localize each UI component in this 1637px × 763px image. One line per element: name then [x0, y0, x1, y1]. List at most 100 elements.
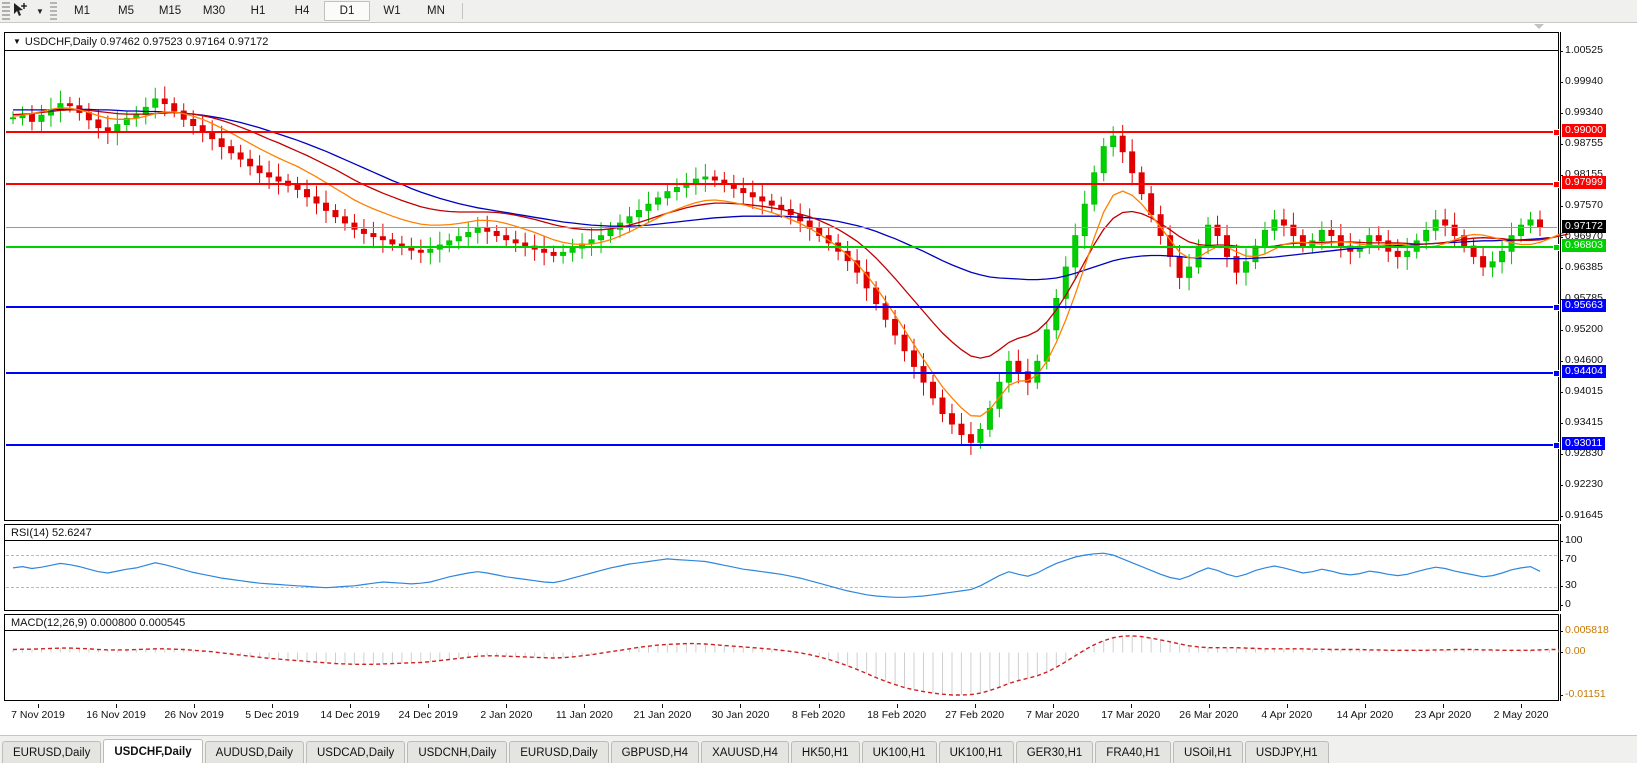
date-tick [428, 704, 430, 708]
symbol-tab-uk100-h1[interactable]: UK100,H1 [861, 741, 937, 763]
date-label: 14 Dec 2019 [320, 709, 380, 721]
level-handle-0-99000[interactable] [1553, 128, 1560, 136]
rsi-plot [12, 552, 1541, 598]
timeframe-m1[interactable]: M1 [74, 5, 90, 17]
rsi-pane[interactable]: RSI(14) 52.6247 [4, 524, 1559, 611]
timeframe-m15[interactable]: M15 [158, 5, 182, 17]
timeframe-h1[interactable]: H1 [250, 5, 266, 17]
macd-pane[interactable]: MACD(12,26,9) 0.000800 0.000545 [4, 614, 1560, 701]
price-tag-0-96803[interactable]: 0.96803 [1562, 238, 1606, 252]
chart-area: ▼ USDCHF,Daily 0.97462 0.97523 0.97164 0.… [0, 23, 1637, 721]
symbol-tab-usdchf-daily[interactable]: USDCHF,Daily [103, 739, 203, 763]
price-pane[interactable]: ▼ USDCHF,Daily 0.97462 0.97523 0.97164 0.… [4, 32, 1569, 521]
date-tick [1364, 704, 1366, 708]
symbol-tab-fra40-h1[interactable]: FRA40,H1 [1095, 741, 1171, 763]
date-label: 2 May 2020 [1493, 709, 1549, 721]
macd-pane-title: MACD(12,26,9) 0.000800 0.000545 [11, 617, 186, 629]
level-line-0-99000[interactable] [6, 128, 1560, 136]
date-label: 26 Mar 2020 [1179, 709, 1239, 721]
date-tick [1521, 704, 1522, 708]
date-tick [272, 704, 274, 708]
symbol-tab-ger30-h1[interactable]: GER30,H1 [1015, 741, 1094, 763]
level-handle-0-95663[interactable] [1553, 303, 1560, 311]
date-tick [584, 704, 586, 708]
level-line-0-94404[interactable] [6, 369, 1560, 377]
symbol-tab-usdcnh-daily[interactable]: USDCNH,Daily [407, 741, 508, 763]
rsi-axis-line [1560, 524, 1561, 611]
symbol-tab-gbpusd-h4[interactable]: GBPUSD,H4 [610, 741, 700, 763]
price-tag-0-94404[interactable]: 0.94404 [1562, 364, 1606, 378]
date-label: 7 Mar 2020 [1026, 709, 1080, 721]
price-plot [10, 86, 1569, 455]
date-tick [662, 704, 664, 708]
symbol-tab-usdcad-daily[interactable]: USDCAD,Daily [305, 741, 406, 763]
date-label: 7 Nov 2019 [11, 709, 65, 721]
level-line-0-93011[interactable] [6, 442, 1560, 450]
rsi-level-70 [6, 555, 1557, 556]
symbol-tab-eurusd-daily[interactable]: EURUSD,Daily [509, 741, 609, 763]
symbol-tab-usoil-h1[interactable]: USOil,H1 [1172, 741, 1243, 763]
date-label: 23 Apr 2020 [1414, 709, 1472, 721]
date-tick [350, 704, 352, 708]
symbol-tab-uk100-h1[interactable]: UK100,H1 [938, 741, 1014, 763]
toolbar-separator [50, 2, 57, 20]
date-label: 18 Feb 2020 [867, 709, 927, 721]
toolbar-grip[interactable] [2, 2, 10, 20]
level-line-0-97999[interactable] [6, 181, 1560, 189]
price-tag-0-97172[interactable]: 0.97172 [1562, 219, 1606, 233]
symbol-tab-usdjpy-h1[interactable]: USDJPY,H1 [1244, 741, 1329, 763]
date-label: 8 Feb 2020 [791, 709, 846, 721]
timeframe-m5[interactable]: M5 [118, 5, 134, 17]
level-handle-0-97999[interactable] [1553, 181, 1560, 189]
symbol-tab-eurusd-daily[interactable]: EURUSD,Daily [2, 741, 102, 763]
level-line-0-95663[interactable] [6, 303, 1560, 311]
chart-panes: ▼ USDCHF,Daily 0.97462 0.97523 0.97164 0.… [4, 32, 1633, 704]
date-label: 24 Dec 2019 [398, 709, 459, 721]
crosshair-cursor-icon[interactable] [11, 1, 33, 21]
date-tick [1208, 704, 1210, 708]
date-label: 17 Mar 2020 [1101, 709, 1161, 721]
timeframe-toolbar: ▼ M1 M5 M15 M30 H1 H4 D1 W1 MN [0, 0, 1637, 23]
date-label: 4 Apr 2020 [1261, 709, 1313, 721]
date-label: 11 Jan 2020 [555, 709, 613, 721]
symbol-tab-hk50-h1[interactable]: HK50,H1 [790, 741, 860, 763]
date-tick [974, 704, 976, 708]
last-price-line [6, 226, 1557, 228]
date-label: 14 Apr 2020 [1336, 709, 1394, 721]
level-handle-0-93011[interactable] [1553, 442, 1560, 450]
level-handle-0-96803[interactable] [1553, 243, 1560, 251]
timeframe-h4[interactable]: H4 [294, 5, 310, 17]
level-line-0-96803[interactable] [6, 243, 1560, 251]
price-tag-0-95663[interactable]: 0.95663 [1562, 298, 1606, 312]
macd-axis-line [1560, 614, 1561, 701]
symbol-tab-audusd-daily[interactable]: AUDUSD,Daily [204, 741, 304, 763]
rsi-pane-title: RSI(14) 52.6247 [11, 527, 92, 539]
symbol-tabs-bar: EURUSD,Daily USDCHF,Daily AUDUSD,Daily USDC… [0, 735, 1637, 763]
date-label: 26 Nov 2019 [164, 709, 224, 721]
date-tick [116, 704, 118, 708]
date-label: 30 Jan 2020 [711, 709, 770, 721]
price-tag-0-93011[interactable]: 0.93011 [1562, 437, 1606, 451]
price-tag-0-99000[interactable]: 0.99000 [1562, 123, 1606, 137]
timeframe-w1[interactable]: W1 [383, 5, 401, 17]
symbol-tab-xauusd-h4[interactable]: XAUUSD,H4 [701, 741, 789, 763]
date-tick [896, 704, 898, 708]
macd-plot [12, 635, 1560, 696]
level-handle-0-94404[interactable] [1553, 369, 1560, 377]
price-pane-title: ▼ USDCHF,Daily 0.97462 0.97523 0.97164 0.… [13, 36, 269, 48]
date-tick [1442, 704, 1444, 708]
collapse-caret-icon[interactable]: ▼ [13, 37, 21, 46]
chart-scroll-strip[interactable] [0, 23, 1637, 31]
timeframe-d1[interactable]: D1 [324, 1, 370, 21]
timeframe-m30[interactable]: M30 [202, 5, 226, 17]
chevron-down-icon[interactable]: ▼ [36, 6, 44, 16]
scroll-marker-icon[interactable] [1534, 24, 1544, 29]
date-tick [194, 704, 196, 708]
price-tag-0-97999[interactable]: 0.97999 [1562, 176, 1606, 190]
macd-pane-header-divider [5, 630, 1558, 631]
date-tick [1052, 704, 1054, 708]
price-scale[interactable]: 1.00525 0.99940 0.99340 0.98755 0.98155 0.975… [1560, 32, 1633, 701]
timeframe-mn[interactable]: MN [427, 5, 445, 17]
date-label: 27 Feb 2020 [945, 709, 1005, 721]
